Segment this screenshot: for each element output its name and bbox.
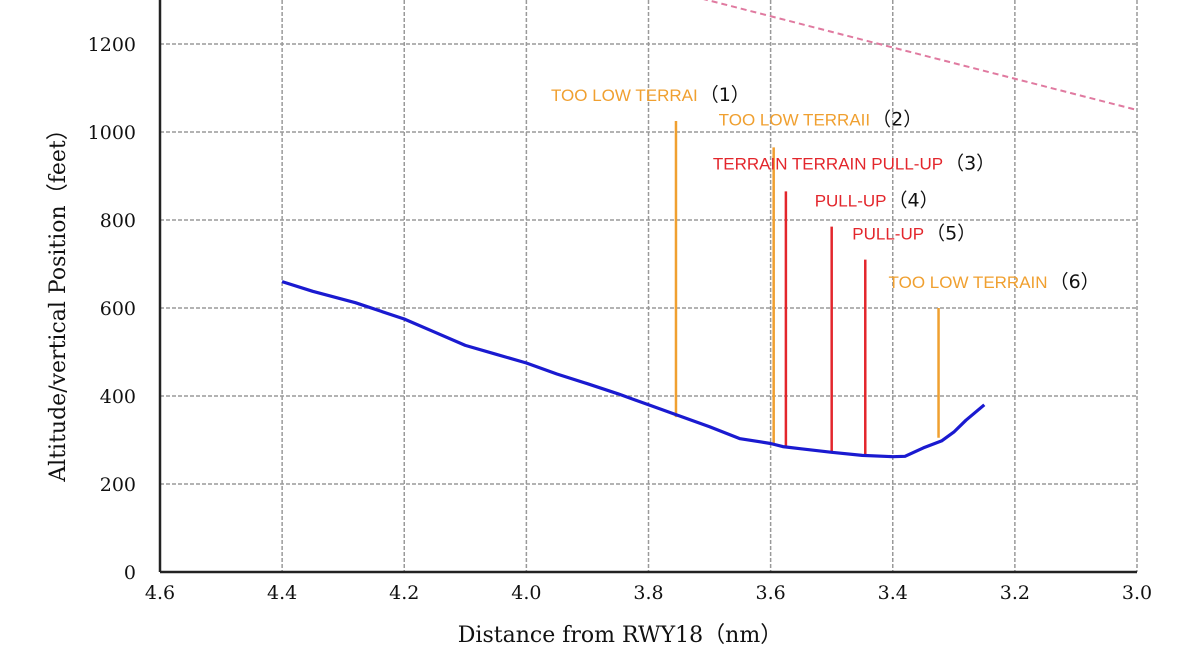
y-tick-label: 400: [100, 386, 136, 408]
annotation-lines: [674, 121, 940, 456]
x-tick-label: 4.4: [267, 582, 297, 604]
y-tick-label: 800: [100, 210, 136, 232]
x-tick-label: 3.2: [1000, 582, 1030, 604]
annotation-label-3: TERRAIN TERRAIN PULL-UP: [713, 154, 943, 173]
y-tick-label: 0: [124, 562, 136, 584]
y-axis-title: Altitude/vertical Position（feet）: [46, 118, 71, 482]
annotation-label-2: TOO LOW TERRAII: [719, 110, 870, 129]
annotation-label-5: PULL-UP: [852, 225, 924, 244]
annotation-labels: TOO LOW TERRAI （1） TOO LOW TERRAII （2） TERRA…: [551, 84, 1100, 293]
annotation-label-4: PULL-UP: [815, 192, 887, 211]
x-tick-label: 4.0: [511, 582, 541, 604]
annotation-label-1: TOO LOW TERRAI: [551, 86, 698, 105]
annotation-number-4: （4）: [889, 190, 939, 212]
y-tick-label: 200: [100, 474, 136, 496]
x-axis-title: Distance from RWY18（nm）: [458, 623, 782, 648]
x-tick-label: 3.0: [1122, 582, 1152, 604]
annotation-number-6: （6）: [1050, 271, 1100, 293]
x-tick-labels: 4.6 4.4 4.2 4.0 3.8 3.6 3.4 3.2 3.0: [145, 582, 1152, 604]
y-tick-label: 600: [100, 298, 136, 320]
x-tick-label: 3.4: [878, 582, 908, 604]
annotation-number-1: （1）: [700, 84, 750, 106]
axes: [158, 0, 1137, 574]
x-tick-label: 4.6: [145, 582, 175, 604]
grid-lines: [160, 0, 1138, 572]
x-tick-label: 3.8: [633, 582, 663, 604]
y-tick-labels: 0 200 400 600 800 1000 1200: [88, 34, 136, 584]
y-tick-label: 1200: [88, 34, 136, 56]
altitude-series: [281, 280, 986, 459]
annotation-number-5: （5）: [926, 223, 976, 245]
annotation-number-2: （2）: [872, 108, 922, 130]
y-tick-label: 1000: [88, 122, 136, 144]
annotation-number-3: （3）: [945, 152, 995, 174]
x-tick-label: 3.6: [756, 582, 786, 604]
series-line-1: [281, 280, 986, 459]
annotation-label-6: TOO LOW TERRAIN: [889, 273, 1048, 292]
x-tick-label: 4.2: [389, 582, 419, 604]
